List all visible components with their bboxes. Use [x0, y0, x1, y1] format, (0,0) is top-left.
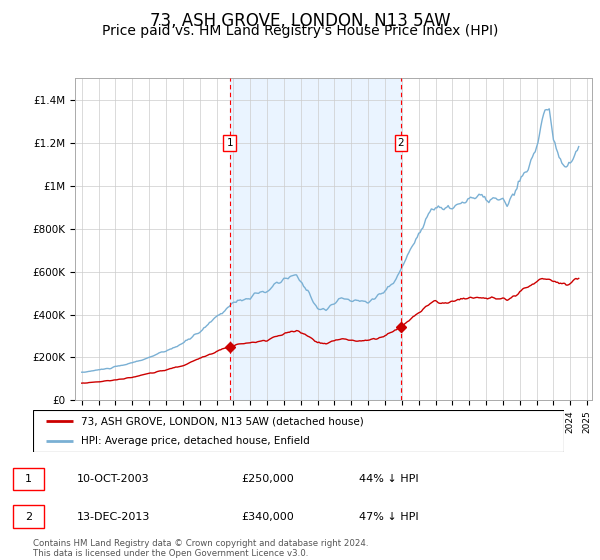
Text: £340,000: £340,000 [241, 512, 294, 522]
Text: 2: 2 [398, 138, 404, 148]
Text: Price paid vs. HM Land Registry's House Price Index (HPI): Price paid vs. HM Land Registry's House … [102, 24, 498, 38]
FancyBboxPatch shape [13, 468, 44, 490]
Text: Contains HM Land Registry data © Crown copyright and database right 2024.
This d: Contains HM Land Registry data © Crown c… [33, 539, 368, 558]
Text: 73, ASH GROVE, LONDON, N13 5AW (detached house): 73, ASH GROVE, LONDON, N13 5AW (detached… [81, 417, 364, 426]
Text: 13-DEC-2013: 13-DEC-2013 [77, 512, 150, 522]
Text: 2: 2 [25, 512, 32, 522]
Text: 10-OCT-2003: 10-OCT-2003 [77, 474, 149, 484]
Text: £250,000: £250,000 [241, 474, 294, 484]
Text: 1: 1 [226, 138, 233, 148]
Text: 44% ↓ HPI: 44% ↓ HPI [359, 474, 418, 484]
FancyBboxPatch shape [13, 505, 44, 528]
Text: HPI: Average price, detached house, Enfield: HPI: Average price, detached house, Enfi… [81, 436, 310, 446]
Text: 1: 1 [25, 474, 32, 484]
Text: 47% ↓ HPI: 47% ↓ HPI [359, 512, 418, 522]
Text: 73, ASH GROVE, LONDON, N13 5AW: 73, ASH GROVE, LONDON, N13 5AW [149, 12, 451, 30]
